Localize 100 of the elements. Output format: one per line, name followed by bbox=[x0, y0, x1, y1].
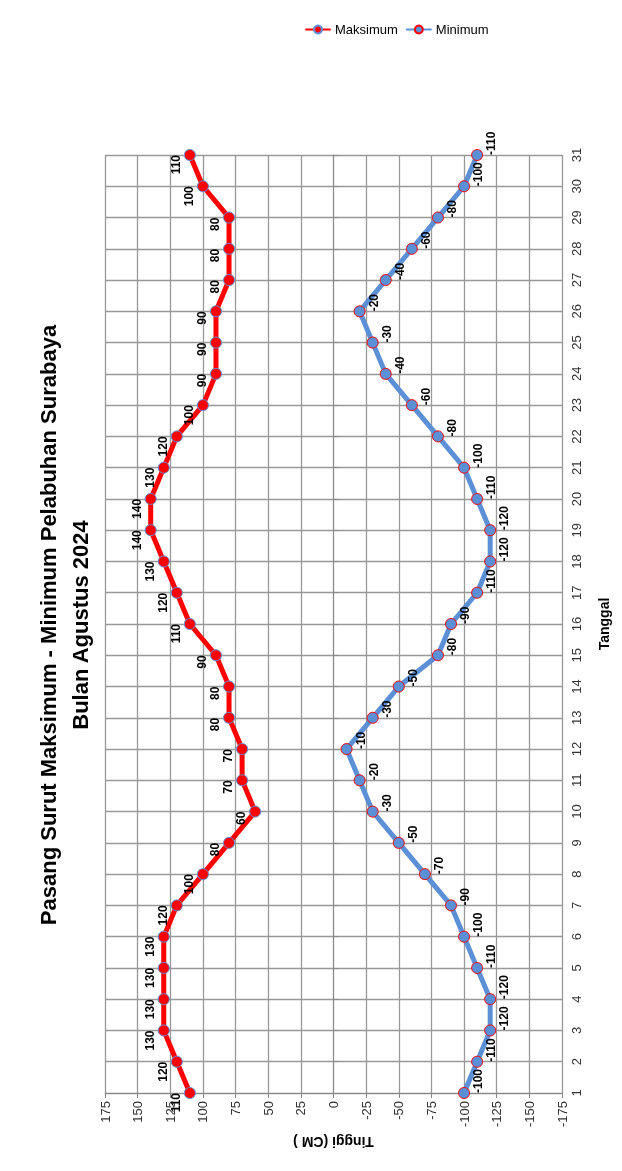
y-tick-label: 9 bbox=[569, 839, 584, 847]
y-tick-label: 25 bbox=[569, 335, 584, 350]
data-label: -80 bbox=[444, 199, 459, 218]
point bbox=[484, 524, 497, 537]
point bbox=[170, 430, 183, 443]
data-label: 80 bbox=[208, 217, 223, 231]
x-tick-label: -25 bbox=[358, 1101, 374, 1120]
point bbox=[223, 836, 236, 849]
x-tick-label: -175 bbox=[554, 1101, 570, 1128]
point bbox=[471, 961, 484, 974]
point bbox=[210, 649, 222, 662]
point bbox=[144, 492, 157, 505]
data-label: 120 bbox=[155, 1061, 170, 1082]
data-label: -50 bbox=[405, 668, 420, 687]
data-label: -30 bbox=[379, 700, 394, 718]
y-tick-label: 19 bbox=[569, 522, 584, 538]
x-tick-label: 175 bbox=[97, 1101, 113, 1123]
text: Pasang Surut Maksimum - Minimum Pelabuhan Surabaya bbox=[35, 324, 61, 926]
x-axis-title: Tinggi (CM ) bbox=[293, 1134, 374, 1150]
data-label: -100 bbox=[471, 443, 486, 468]
y-tick-label: 1 bbox=[569, 1089, 584, 1097]
data-label: -30 bbox=[379, 324, 394, 343]
point bbox=[471, 1055, 484, 1068]
point bbox=[223, 242, 236, 255]
point bbox=[210, 305, 222, 318]
y-tick-label: 8 bbox=[569, 870, 584, 878]
point bbox=[170, 899, 183, 912]
point bbox=[223, 680, 236, 693]
data-label: -110 bbox=[484, 1038, 499, 1062]
point bbox=[445, 899, 458, 912]
point bbox=[183, 1087, 196, 1099]
point bbox=[157, 555, 170, 568]
y-tick-label: 5 bbox=[569, 964, 584, 972]
point bbox=[340, 743, 353, 756]
data-label: -100 bbox=[471, 912, 486, 937]
y-tick-label: 31 bbox=[569, 147, 584, 163]
data-label: -120 bbox=[497, 505, 512, 531]
data-label: 60 bbox=[234, 811, 249, 825]
y-axis-title: Tanggal bbox=[596, 597, 612, 651]
point bbox=[484, 555, 497, 568]
y-tick-label: 21 bbox=[569, 460, 584, 475]
y-tick-label: 23 bbox=[569, 397, 584, 413]
point bbox=[157, 1024, 170, 1037]
data-label: -20 bbox=[366, 762, 381, 781]
point bbox=[210, 367, 222, 380]
point bbox=[366, 711, 379, 724]
point bbox=[445, 618, 458, 630]
legend-label: Minimum bbox=[435, 22, 489, 37]
y-tick-label: 30 bbox=[569, 179, 584, 194]
x-tick-label: -125 bbox=[489, 1101, 505, 1128]
point bbox=[210, 336, 222, 349]
y-tick-label: 17 bbox=[569, 585, 584, 600]
x-tick-label: -150 bbox=[521, 1101, 537, 1128]
data-label: 110 bbox=[168, 623, 183, 644]
data-label: 80 bbox=[208, 248, 223, 263]
data-label: 120 bbox=[155, 592, 170, 613]
y-tick-label: 27 bbox=[569, 272, 584, 288]
data-label: 130 bbox=[142, 561, 157, 582]
x-tick-label: 50 bbox=[260, 1101, 276, 1116]
data-label: 130 bbox=[142, 936, 157, 957]
data-label: 110 bbox=[168, 154, 183, 175]
point bbox=[458, 180, 471, 193]
point bbox=[196, 399, 209, 412]
y-tick-label: 24 bbox=[569, 366, 584, 382]
data-label: -40 bbox=[392, 356, 407, 374]
y-tick-label: 29 bbox=[569, 210, 584, 225]
data-label: 70 bbox=[221, 780, 236, 794]
data-label: 120 bbox=[155, 905, 170, 926]
point bbox=[157, 961, 170, 974]
data-label: -20 bbox=[366, 293, 381, 312]
point bbox=[405, 399, 418, 412]
data-label: -10 bbox=[353, 731, 368, 750]
point bbox=[431, 649, 444, 662]
data-label: 130 bbox=[142, 998, 157, 1020]
point bbox=[236, 743, 249, 756]
data-label: 90 bbox=[194, 373, 209, 388]
point bbox=[170, 1055, 183, 1068]
data-label: -120 bbox=[497, 1006, 512, 1031]
y-tick-label: 18 bbox=[569, 554, 584, 569]
x-tick-label: 25 bbox=[293, 1101, 309, 1116]
x-tick-label: -100 bbox=[456, 1101, 472, 1128]
point bbox=[471, 492, 484, 505]
point bbox=[379, 367, 392, 380]
legend-label: Maksimum bbox=[335, 22, 398, 37]
point bbox=[392, 680, 405, 693]
y-tick-label: 16 bbox=[569, 616, 584, 632]
point bbox=[157, 461, 170, 474]
data-label: -40 bbox=[392, 262, 407, 281]
point bbox=[223, 274, 236, 287]
y-tick-label: 20 bbox=[569, 491, 584, 507]
data-label: 90 bbox=[194, 311, 209, 325]
point bbox=[353, 305, 366, 318]
point bbox=[236, 774, 249, 787]
data-label: 80 bbox=[208, 686, 223, 700]
data-label: -110 bbox=[484, 944, 499, 968]
data-label: -110 bbox=[484, 131, 499, 155]
data-label: 140 bbox=[129, 529, 144, 551]
data-label: -30 bbox=[379, 793, 394, 812]
y-tick-label: 2 bbox=[569, 1058, 584, 1066]
x-tick-label: 0 bbox=[326, 1101, 341, 1109]
